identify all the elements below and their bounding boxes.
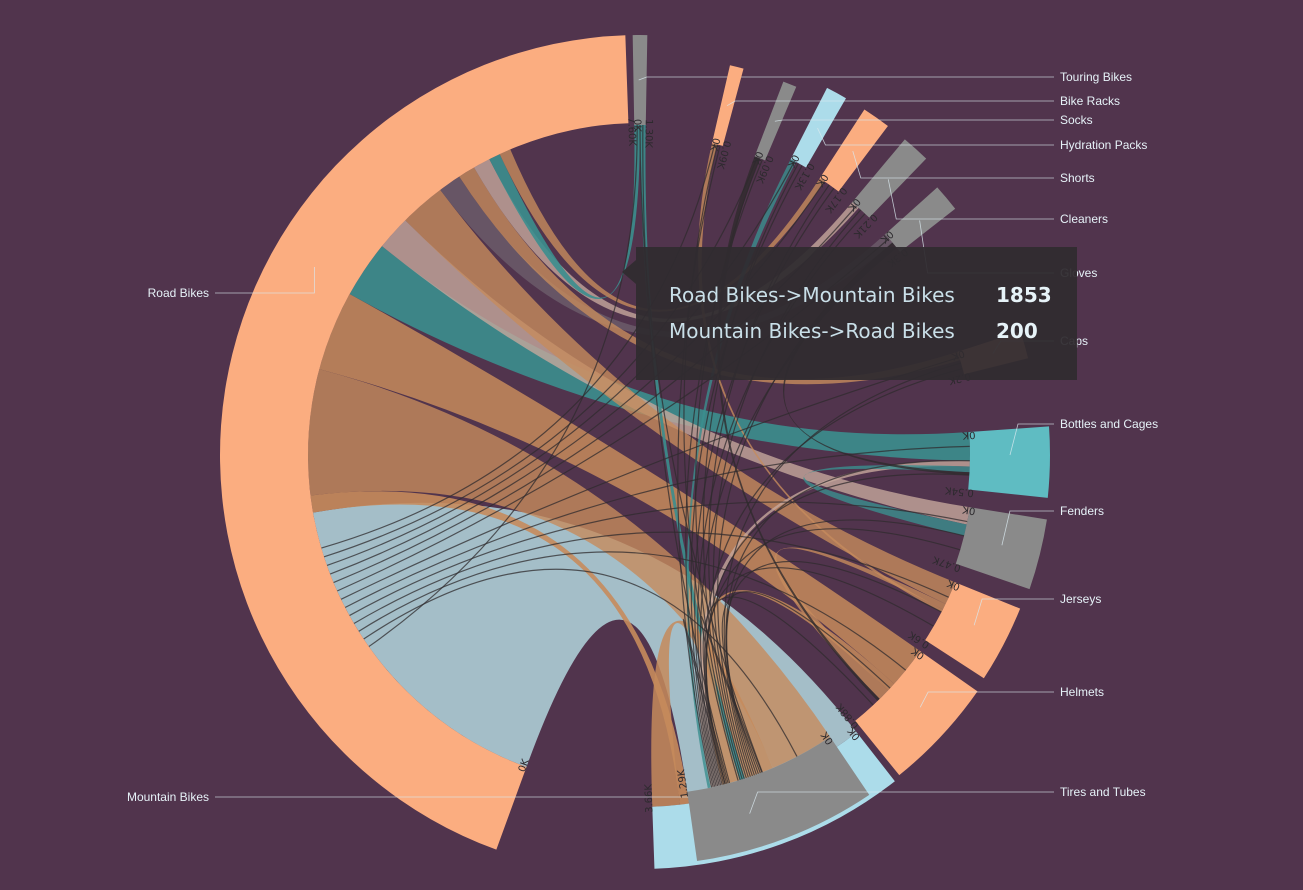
chord-tooltip: Road Bikes->Mountain Bikes 1853 Mountain… xyxy=(636,247,1077,380)
chord-strand xyxy=(702,162,799,791)
chord-strand xyxy=(340,356,960,600)
group-tick-label: 1.30K xyxy=(642,119,654,148)
chord-strand xyxy=(705,473,970,786)
chord-ribbon xyxy=(489,125,640,300)
group-leader-line xyxy=(919,691,1054,708)
chord-strand xyxy=(323,157,758,558)
group-label: Hydration Packs xyxy=(1060,138,1147,152)
chord-strand xyxy=(321,143,716,549)
group-tick-label: 7.60K xyxy=(625,117,637,147)
group-tick-label: 0K xyxy=(785,152,801,169)
chord-strand xyxy=(726,519,965,787)
group-label: Tires and Tubes xyxy=(1060,785,1146,799)
chord-strand xyxy=(344,445,970,609)
group-tick-label: 0K xyxy=(631,119,642,133)
chord-strand xyxy=(677,145,721,788)
group-tick-label: 0K xyxy=(945,577,962,592)
chord-ribbon xyxy=(319,294,921,684)
group-arc xyxy=(790,87,846,168)
group-tick-label: 0.54K xyxy=(944,484,974,498)
chord-ribbon xyxy=(774,547,946,699)
group-arc xyxy=(220,35,629,850)
group-tick-label: 0K xyxy=(961,503,976,516)
group-arc xyxy=(955,507,1047,590)
group-arc xyxy=(852,139,927,218)
chord-strand xyxy=(725,560,942,786)
chord-strand xyxy=(705,528,961,785)
ribbons-layer xyxy=(307,124,971,807)
group-label: Fenders xyxy=(1060,504,1104,518)
chord-strand xyxy=(368,125,638,648)
tooltip-row-label: Road Bikes->Mountain Bikes xyxy=(669,283,955,307)
tooltip-row-label: Mountain Bikes->Road Bikes xyxy=(669,319,955,343)
group-tick-label: 0K xyxy=(749,150,764,166)
group-label: Road Bikes xyxy=(148,286,209,300)
group-label: Socks xyxy=(1060,113,1093,127)
group-arc xyxy=(968,426,1050,498)
chord-strand xyxy=(639,124,768,784)
group-tick-label: 0K xyxy=(707,137,721,152)
group-tick-label: 0K xyxy=(517,757,532,773)
tooltip-row-value: 1853 xyxy=(996,283,1052,307)
group-arc xyxy=(855,651,978,776)
group-label: Cleaners xyxy=(1060,212,1108,226)
group-arc xyxy=(925,582,1021,679)
group-label: Jerseys xyxy=(1060,592,1101,606)
group-label: Mountain Bikes xyxy=(127,790,209,804)
group-leader-line xyxy=(1001,510,1054,546)
group-leader-line xyxy=(638,76,1054,81)
chord-strand xyxy=(685,159,764,788)
group-leader-line xyxy=(973,598,1054,626)
group-arc xyxy=(687,736,870,862)
group-leader-line xyxy=(887,179,1054,220)
group-label: Helmets xyxy=(1060,685,1104,699)
chord-ribbon xyxy=(440,176,893,338)
group-leader-line xyxy=(749,791,1054,814)
chord-strand xyxy=(694,158,761,792)
group-label: Shorts xyxy=(1060,171,1095,185)
chord-strand xyxy=(358,551,907,671)
tooltip-row: Road Bikes->Mountain Bikes 1853 xyxy=(669,283,1077,319)
group-arc xyxy=(885,187,956,252)
chord-strand xyxy=(353,531,950,625)
chord-ribbon xyxy=(499,149,825,312)
group-leader-line xyxy=(852,150,1054,179)
group-tick-label: 0.47K xyxy=(931,553,962,573)
chord-strand xyxy=(683,144,743,793)
group-leader-line xyxy=(1009,423,1054,456)
group-arc xyxy=(819,109,888,192)
chord-ribbon xyxy=(307,369,831,768)
group-arc xyxy=(632,35,648,126)
tooltip-pointer xyxy=(622,260,636,284)
chord-strand xyxy=(363,568,798,757)
group-label: Bottles and Cages xyxy=(1060,417,1158,431)
chord-ribbon xyxy=(803,465,970,536)
group-leader-line xyxy=(817,127,1054,146)
chord-ribbon xyxy=(405,189,956,605)
group-leader-line xyxy=(215,267,315,294)
group-leader-line xyxy=(774,119,1054,122)
group-tick-label: 0K xyxy=(962,429,976,441)
group-tick-label: 3.66K xyxy=(643,783,655,813)
group-leader-line xyxy=(726,100,1054,107)
chord-strand xyxy=(349,501,968,617)
chord-ribbon xyxy=(651,620,773,807)
chord-strand xyxy=(725,460,970,788)
chord-ribbon xyxy=(686,159,796,789)
group-label: Touring Bikes xyxy=(1060,70,1132,84)
group-tick-label: 1.29K xyxy=(676,768,691,799)
chord-strand xyxy=(326,160,796,567)
tooltip-row: Mountain Bikes->Road Bikes 200 xyxy=(669,319,1077,355)
group-label: Bike Racks xyxy=(1060,94,1120,108)
chord-strand xyxy=(723,362,962,789)
chord-strand xyxy=(703,367,963,786)
tooltip-row-value: 200 xyxy=(996,319,1038,343)
